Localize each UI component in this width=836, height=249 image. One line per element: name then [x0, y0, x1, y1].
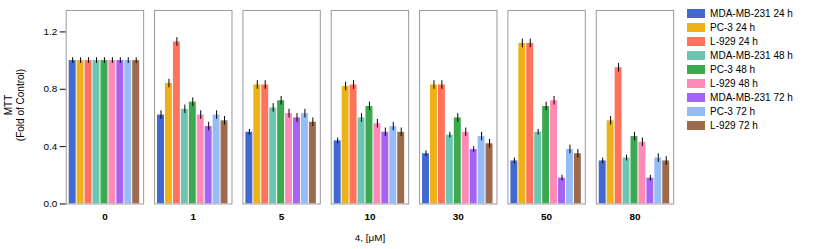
svg-text:1.2: 1.2 — [44, 26, 58, 37]
html-text:MDA-MB-231 48 h: MDA-MB-231 48 h — [710, 50, 793, 61]
svg-text:1: 1 — [191, 211, 197, 222]
svg-text:4, [μM]: 4, [μM] — [355, 232, 386, 243]
html-text:PC-3 48 h: PC-3 48 h — [710, 64, 756, 75]
svg-text:30: 30 — [453, 211, 465, 222]
html-text:L-929 48 h: L-929 48 h — [710, 78, 758, 89]
svg-text:0.4: 0.4 — [44, 141, 58, 152]
html-text:MDA-MB-231 72 h: MDA-MB-231 72 h — [710, 92, 793, 103]
html-text:MTT (Fold of Control): MTT (Fold of Control) — [3, 68, 26, 142]
svg-text:80: 80 — [629, 211, 641, 222]
html-text:L-929 24 h: L-929 24 h — [710, 36, 758, 47]
svg-text:0: 0 — [102, 211, 108, 222]
html-text:L-929 72 h: L-929 72 h — [710, 120, 758, 131]
html-text:MDA-MB-231 24 h: MDA-MB-231 24 h — [710, 8, 793, 19]
svg-text:10: 10 — [364, 211, 376, 222]
html-text:PC-3 24 h: PC-3 24 h — [710, 22, 756, 33]
svg-text:50: 50 — [541, 211, 553, 222]
svg-text:0.0: 0.0 — [44, 198, 58, 209]
svg-text:0.8: 0.8 — [44, 83, 58, 94]
svg-text:5: 5 — [279, 211, 285, 222]
html-text:PC-3 72 h: PC-3 72 h — [710, 106, 756, 117]
